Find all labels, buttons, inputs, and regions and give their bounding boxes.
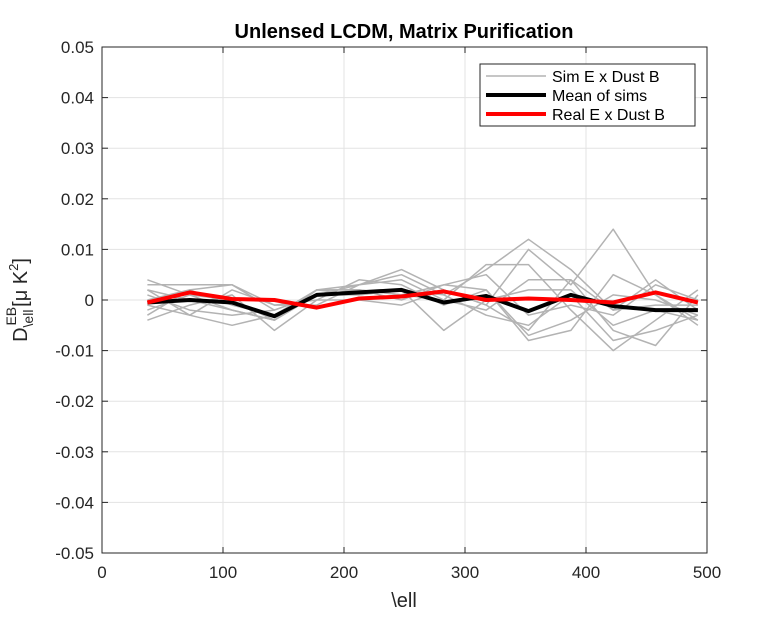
y-tick-label: 0.02 bbox=[61, 190, 94, 209]
sim-series-line-2 bbox=[147, 228, 699, 321]
y-axis-label-sub: \ell bbox=[20, 310, 36, 328]
legend-label-mean: Mean of sims bbox=[552, 88, 647, 105]
legend-label-real: Real E x Dust B bbox=[552, 107, 665, 124]
y-tick-label: -0.01 bbox=[55, 342, 94, 361]
x-tick-label: 400 bbox=[572, 563, 600, 582]
sim-series-line-6 bbox=[147, 289, 699, 332]
y-tick-label: 0 bbox=[85, 291, 94, 310]
y-tick-label: -0.03 bbox=[55, 443, 94, 462]
x-tick-label: 200 bbox=[330, 563, 358, 582]
x-tick-label: 0 bbox=[97, 563, 106, 582]
y-axis-label: D\ellEB[μ K2] bbox=[3, 258, 36, 342]
grid bbox=[101, 46, 708, 554]
y-axis-label-unit-sup: 2 bbox=[6, 264, 21, 271]
chart-title: Unlensed LCDM, Matrix Purification bbox=[235, 21, 574, 43]
x-tick-label: 500 bbox=[693, 563, 721, 582]
x-tick-label: 100 bbox=[209, 563, 237, 582]
y-axis-label-unit-close: ] bbox=[10, 258, 32, 264]
y-tick-label: -0.02 bbox=[55, 392, 94, 411]
y-tick-label: -0.04 bbox=[55, 493, 94, 512]
axis-ticks: 0 100 200 300 400 5000.050.040.030.020.010-0.… bbox=[55, 38, 721, 582]
x-axis-label: \ell bbox=[391, 590, 417, 612]
real-series-line bbox=[146, 289, 699, 310]
main-series-group bbox=[146, 287, 699, 319]
legend: Sim E x Dust B Mean of sims Real E x Dus… bbox=[479, 63, 696, 127]
y-axis-label-sup: EB bbox=[3, 307, 19, 326]
y-tick-label: 0.04 bbox=[61, 89, 94, 108]
y-axis-label-unit: [μ K bbox=[10, 270, 32, 307]
mean-series-line bbox=[147, 287, 698, 319]
legend-label-sim: Sim E x Dust B bbox=[552, 69, 660, 86]
y-axis-label-base: D bbox=[10, 327, 32, 341]
y-tick-label: 0.03 bbox=[61, 139, 94, 158]
x-tick-label: 300 bbox=[451, 563, 479, 582]
y-tick-label: 0.05 bbox=[61, 38, 94, 57]
y-tick-label: 0.01 bbox=[61, 240, 94, 259]
y-tick-label: -0.05 bbox=[55, 544, 94, 563]
